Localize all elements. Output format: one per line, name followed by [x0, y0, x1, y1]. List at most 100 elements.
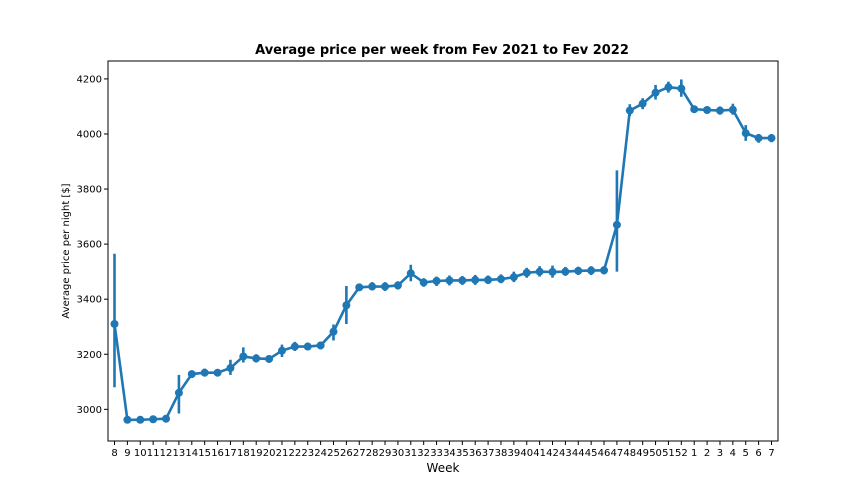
y-tick-label: 3000 [77, 405, 102, 416]
data-point [226, 364, 235, 373]
y-tick-label: 3800 [77, 185, 102, 196]
data-point [368, 282, 377, 291]
data-point [110, 319, 119, 328]
data-point [213, 368, 222, 377]
x-tick-label: 39 [507, 448, 520, 459]
data-point [561, 267, 570, 276]
x-tick-label: 48 [623, 448, 636, 459]
data-point [741, 129, 750, 138]
data-point [419, 278, 428, 287]
data-point [677, 84, 686, 93]
data-point [703, 106, 712, 115]
x-tick-label: 33 [430, 448, 443, 459]
x-tick-label: 47 [611, 448, 624, 459]
x-tick-label: 30 [392, 448, 405, 459]
x-tick-label: 1 [691, 448, 697, 459]
x-tick-label: 41 [533, 448, 546, 459]
data-point [574, 266, 583, 275]
plot-area [110, 79, 776, 424]
data-point [355, 283, 364, 292]
x-tick-label: 10 [134, 448, 147, 459]
data-point [664, 83, 673, 92]
x-axis: 8 9 10 11 12 13 14 15 16 17 18 19 20 21 22 23 24 25 26 27 28… [111, 441, 775, 459]
y-axis-label: Average price per night [$] [61, 183, 72, 318]
data-point [174, 388, 183, 397]
x-tick-label: 43 [559, 448, 572, 459]
data-point [149, 415, 158, 424]
x-tick-label: 52 [675, 448, 688, 459]
x-tick-label: 40 [520, 448, 533, 459]
data-point [277, 346, 286, 355]
x-tick-label: 13 [173, 448, 186, 459]
data-point [767, 134, 776, 143]
data-point [625, 106, 634, 115]
x-tick-label: 9 [124, 448, 130, 459]
y-tick-label: 4200 [77, 74, 102, 85]
x-tick-label: 24 [314, 448, 327, 459]
data-point [432, 277, 441, 286]
data-point [303, 342, 312, 351]
data-point [290, 342, 299, 351]
data-point [316, 341, 325, 350]
data-point [445, 276, 454, 285]
x-tick-label: 8 [111, 448, 117, 459]
x-tick-label: 3 [717, 448, 723, 459]
data-point [535, 267, 544, 276]
x-tick-label: 25 [327, 448, 340, 459]
chart-title: Average price per week from Fev 2021 to … [255, 43, 629, 58]
x-tick-label: 50 [649, 448, 662, 459]
y-axis: 3000 3200 3400 3600 3800 4000 4200 [77, 74, 108, 416]
data-point [484, 275, 493, 284]
data-point [252, 354, 261, 363]
data-point [381, 282, 390, 291]
data-point [187, 370, 196, 379]
data-point [342, 301, 351, 310]
x-tick-label: 38 [495, 448, 508, 459]
data-point [548, 267, 557, 276]
x-tick-label: 16 [211, 448, 224, 459]
x-tick-label: 15 [198, 448, 211, 459]
plot-frame [107, 60, 779, 442]
data-point [728, 105, 737, 114]
data-point [162, 414, 171, 423]
x-tick-label: 11 [147, 448, 160, 459]
x-tick-label: 5 [743, 448, 749, 459]
data-point [136, 415, 145, 424]
x-tick-label: 27 [353, 448, 366, 459]
x-tick-label: 26 [340, 448, 353, 459]
data-point [522, 268, 531, 277]
x-tick-label: 31 [404, 448, 417, 459]
x-tick-label: 7 [768, 448, 774, 459]
x-tick-label: 23 [301, 448, 314, 459]
series-line [113, 85, 772, 422]
x-tick-label: 34 [443, 448, 456, 459]
x-tick-label: 2 [704, 448, 710, 459]
x-tick-label: 12 [160, 448, 173, 459]
x-tick-label: 46 [598, 448, 611, 459]
x-tick-label: 32 [417, 448, 430, 459]
x-tick-label: 18 [237, 448, 250, 459]
y-tick-label: 3400 [77, 295, 102, 306]
data-point [406, 269, 415, 278]
data-point [239, 352, 248, 361]
x-tick-label: 22 [288, 448, 301, 459]
x-axis-label: Week [427, 461, 460, 475]
x-tick-label: 28 [366, 448, 379, 459]
x-tick-label: 29 [379, 448, 392, 459]
data-point [651, 88, 660, 97]
data-point [496, 275, 505, 284]
data-point [393, 281, 402, 290]
x-tick-label: 36 [469, 448, 482, 459]
y-tick-label: 3200 [77, 350, 102, 361]
x-tick-label: 19 [250, 448, 263, 459]
data-point [200, 368, 209, 377]
data-point [123, 415, 132, 424]
data-point [754, 134, 763, 143]
data-point [265, 354, 274, 363]
data-point [509, 273, 518, 282]
x-tick-label: 4 [730, 448, 736, 459]
data-point [458, 276, 467, 285]
x-tick-label: 20 [263, 448, 276, 459]
x-tick-label: 51 [662, 448, 675, 459]
